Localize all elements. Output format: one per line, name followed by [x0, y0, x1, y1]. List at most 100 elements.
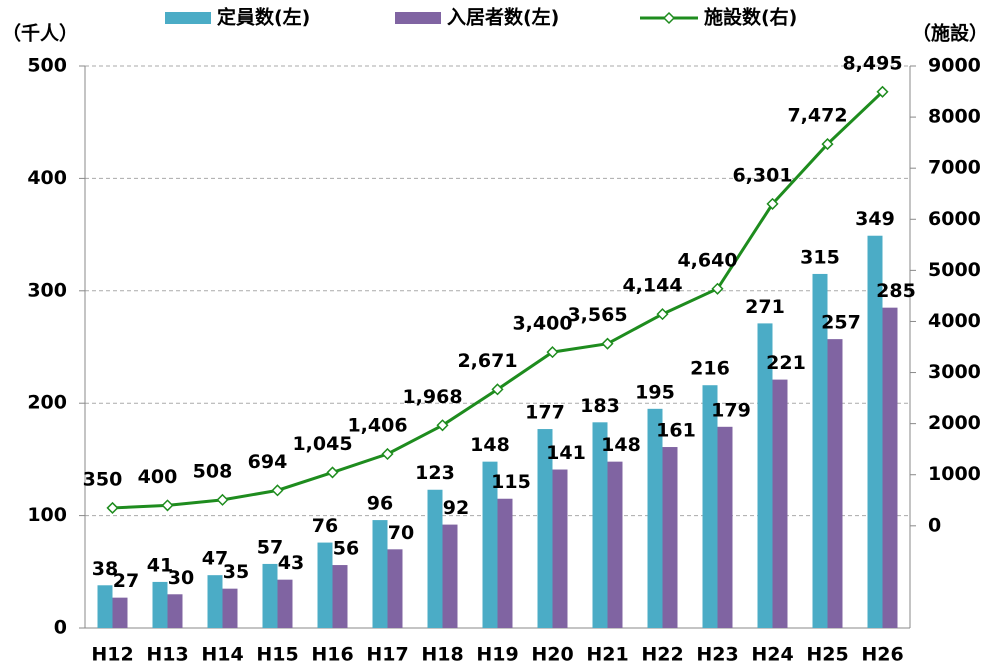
y2-tick-label: 7000: [928, 157, 981, 179]
bar-value-label: 285: [876, 280, 916, 302]
bar: [167, 594, 183, 628]
bar-value-label: 141: [546, 442, 586, 464]
line-marker: [656, 308, 669, 321]
line-marker: [326, 466, 339, 479]
bar-value-label: 195: [635, 381, 675, 403]
bar: [427, 489, 443, 628]
bar: [482, 461, 498, 628]
bar: [372, 520, 388, 628]
line-value-label: 4,144: [622, 275, 682, 297]
line-marker: [821, 138, 834, 151]
bar-value-label: 271: [745, 296, 785, 318]
bar-value-label: 161: [656, 420, 696, 442]
y-tick-label: 0: [54, 617, 67, 639]
y-tick-label: 200: [27, 392, 67, 414]
bar: [772, 379, 788, 628]
bar: [537, 429, 553, 628]
x-tick-label: H12: [91, 644, 133, 666]
bar: [812, 273, 828, 628]
bar: [442, 524, 458, 628]
bar-value-label: 47: [202, 548, 228, 570]
x-tick-label: H16: [311, 644, 353, 666]
line-marker: [601, 337, 614, 350]
legend-label: 施設数(右): [704, 6, 797, 29]
line-marker: [876, 85, 889, 98]
bar-value-label: 27: [113, 570, 139, 592]
line-marker: [766, 197, 779, 210]
bar-value-label: 96: [367, 493, 393, 515]
bar-value-label: 257: [821, 312, 861, 334]
x-tick-label: H20: [531, 644, 573, 666]
y2-tick-label: 5000: [928, 259, 981, 281]
line-marker: [106, 501, 119, 514]
bar-value-label: 183: [580, 395, 620, 417]
bar-value-label: 30: [168, 567, 194, 589]
line-value-label: 1,968: [402, 386, 462, 408]
x-tick-label: H14: [201, 644, 243, 666]
legend-label: 定員数(左): [217, 6, 310, 29]
x-tick-label: H24: [751, 644, 793, 666]
line-value-label: 508: [193, 460, 233, 482]
y-tick-label: 400: [27, 167, 67, 189]
line-value-label: 1,045: [292, 433, 352, 455]
y2-tick-label: 2000: [928, 412, 981, 434]
bar: [592, 422, 608, 628]
bar-value-label: 123: [415, 462, 455, 484]
line-value-label: 694: [248, 451, 288, 473]
bar: [277, 579, 293, 628]
line-marker: [161, 499, 174, 512]
legend-swatch: [395, 12, 441, 24]
bar-value-label: 179: [711, 399, 751, 421]
bar: [112, 597, 128, 628]
line-value-label: 3,565: [567, 304, 627, 326]
y-tick-label: 500: [27, 55, 67, 77]
bar-value-label: 177: [525, 402, 565, 424]
bar: [552, 469, 568, 628]
bar-value-label: 76: [312, 515, 338, 537]
bar-value-label: 349: [855, 208, 895, 230]
bar: [867, 235, 883, 628]
bar: [647, 408, 663, 628]
line-value-label: 400: [138, 466, 178, 488]
bar: [702, 385, 718, 628]
bar: [717, 426, 733, 628]
bar-value-label: 70: [388, 522, 414, 544]
bar: [332, 565, 348, 628]
bar-value-label: 148: [470, 434, 510, 456]
bar: [97, 585, 113, 628]
bar-value-label: 43: [278, 552, 304, 574]
y2-tick-label: 6000: [928, 208, 981, 230]
bar-value-label: 56: [333, 538, 359, 560]
line-value-label: 7,472: [787, 105, 847, 127]
bar: [152, 581, 168, 628]
line-value-label: 2,671: [457, 350, 517, 372]
line-marker: [491, 383, 504, 396]
bar-value-label: 57: [257, 536, 283, 558]
bar: [662, 447, 678, 628]
bar-value-label: 38: [92, 558, 118, 580]
bar-value-label: 35: [223, 561, 249, 583]
bar: [827, 339, 843, 628]
line-value-label: 4,640: [677, 249, 737, 271]
bar-value-label: 148: [601, 434, 641, 456]
x-tick-label: H21: [586, 644, 628, 666]
line-value-label: 350: [83, 468, 123, 490]
bar: [207, 575, 223, 628]
line-marker: [216, 493, 229, 506]
y2-tick-label: 8000: [928, 106, 981, 128]
bar: [317, 542, 333, 628]
line-marker: [546, 346, 559, 359]
y2-tick-label: 9000: [928, 55, 981, 77]
bar-value-label: 41: [147, 554, 173, 576]
bar-value-label: 115: [491, 471, 531, 493]
legend-label: 入居者数(左): [447, 6, 559, 29]
bar: [387, 549, 403, 628]
legend-marker: [662, 11, 676, 25]
line-marker: [381, 447, 394, 461]
x-tick-label: H23: [696, 644, 738, 666]
y2-tick-label: 1000: [928, 463, 981, 485]
bar: [607, 461, 623, 628]
line-marker: [436, 419, 449, 432]
x-tick-label: H17: [366, 644, 408, 666]
